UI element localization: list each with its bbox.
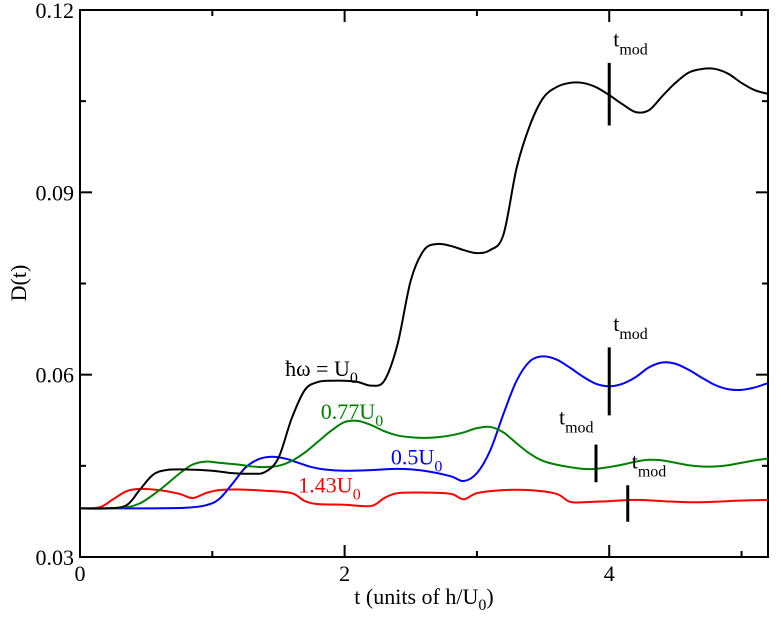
tmod-blue-label: tmod xyxy=(613,311,648,343)
tmod-markers: tmod tmod tmod tmod xyxy=(559,26,667,522)
y-tick-label: 0.03 xyxy=(36,545,75,570)
x-axis-title-main: t (units of h/U xyxy=(354,584,478,609)
series-line xyxy=(79,487,769,510)
x-tick-label: 2 xyxy=(339,561,350,586)
y-tick-label: 0.12 xyxy=(36,0,75,23)
series-layer xyxy=(79,67,769,510)
y-tick-label: 0.06 xyxy=(36,363,75,388)
x-axis-title-end: ) xyxy=(486,584,493,609)
x-axis-title: t (units of h/U0) xyxy=(354,584,493,614)
x-axis-title-sub: 0 xyxy=(478,597,486,614)
tmod-black-label: tmod xyxy=(613,26,648,58)
label-blue: 0.5U0 xyxy=(391,445,442,476)
label-black: ħω = U0 xyxy=(285,356,358,387)
x-tick-label: 0 xyxy=(75,561,86,586)
tmod-red-label: tmod xyxy=(632,448,667,480)
y-tick-label: 0.09 xyxy=(36,180,75,205)
label-red: 1.43U0 xyxy=(298,473,360,504)
axis-ticks: 0 2 4 0.03 0.06 0.09 0.12 xyxy=(36,0,768,586)
series-line xyxy=(79,67,769,510)
y-axis-title: D(t) xyxy=(6,265,31,302)
series-labels: ħω = U0 0.77U0 0.5U0 1.43U0 xyxy=(285,356,442,504)
x-tick-label: 4 xyxy=(604,561,615,586)
tmod-green-label: tmod xyxy=(559,405,594,437)
series-line xyxy=(79,419,769,510)
series-line xyxy=(79,355,769,510)
label-green: 0.77U0 xyxy=(321,399,383,430)
